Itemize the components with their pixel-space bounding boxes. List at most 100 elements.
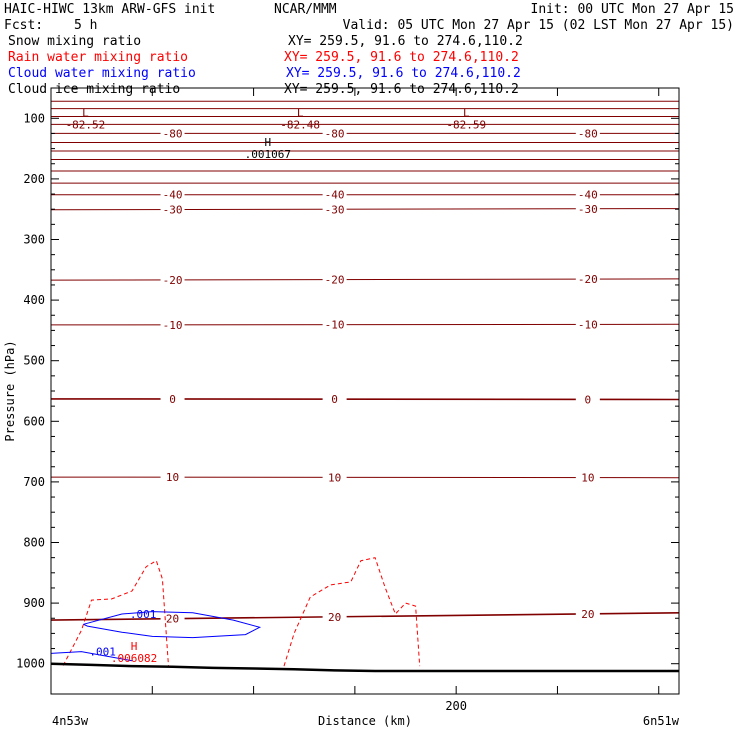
- rain-water-contour: [62, 559, 169, 667]
- isotherm-label-bg: [322, 393, 347, 406]
- isotherm-line: [50, 476, 680, 479]
- isotherm-label: 0: [169, 393, 176, 406]
- isotherm-label: 20: [328, 611, 341, 624]
- terrain-line: [50, 662, 679, 673]
- rain-water-contours: [62, 557, 421, 667]
- isotherm-label: -20: [325, 274, 345, 287]
- isotherm-label: -10: [578, 318, 598, 331]
- terrain-surface: [50, 662, 679, 673]
- isotherm-label: -80: [325, 127, 345, 140]
- extremum-type-label: H: [264, 136, 271, 149]
- x-axis-label: Distance (km): [318, 714, 412, 728]
- isotherm-label: 10: [328, 471, 341, 484]
- isotherm-line: [50, 323, 680, 326]
- extremum-value-label: -82.52: [66, 118, 106, 131]
- extremum-type-label: L: [82, 106, 89, 119]
- y-tick-label: 600: [23, 414, 45, 428]
- field-snow-xy: XY= 259.5, 91.6 to 274.6,110.2: [288, 34, 523, 49]
- temperature-contours: -80 -80 -80-40 -40 -40-30 -30 -30-20 -20 -20-10-…: [50, 100, 680, 626]
- isotherm-label-bg: [575, 393, 600, 406]
- model-institution: NCAR/MMM: [274, 2, 337, 17]
- isotherm-label: -20: [578, 273, 598, 286]
- field-cloudice-name: Cloud ice mixing ratio: [8, 82, 180, 97]
- isotherm-label: -10: [325, 319, 345, 332]
- cloud-water-label: .001: [89, 646, 116, 659]
- extremum-value-label: -82.48: [280, 118, 320, 131]
- extremum-type-label: H: [131, 640, 138, 653]
- plot-frame: [50, 87, 680, 695]
- isotherm-label: -30: [325, 203, 345, 216]
- isotherm-label-bg: [322, 610, 347, 623]
- isotherm-label: -20: [163, 274, 183, 287]
- isotherm-label-bg: [575, 607, 600, 620]
- x-tick-label: 200: [445, 699, 467, 713]
- isotherm-label: -10: [163, 319, 183, 332]
- isotherm-line: [50, 278, 680, 281]
- isotherm-label: 10: [166, 471, 179, 484]
- cloud-water-contour: [83, 611, 262, 639]
- isotherm-label-bg: [160, 188, 185, 201]
- isotherm-label: 20: [166, 613, 179, 626]
- field-cloudwater-xy: XY= 259.5, 91.6 to 274.6,110.2: [286, 66, 521, 81]
- isotherm-line: [50, 612, 680, 621]
- isotherm-label-bg: [575, 202, 600, 215]
- isotherm-line: [50, 398, 680, 401]
- isotherm-label: 0: [585, 393, 592, 406]
- y-tick-label: 1000: [16, 657, 45, 671]
- isotherm-label: 20: [581, 608, 594, 621]
- isotherm-label-bg: [322, 318, 347, 331]
- y-tick-label: 100: [23, 111, 45, 125]
- cloud-water-contours: .001 .001: [50, 608, 262, 662]
- isotherm-label-bg: [322, 203, 347, 216]
- isotherm-label-bg: [160, 471, 185, 484]
- extremum-value-label: -82.59: [446, 118, 486, 131]
- forecast-hour: 5 h: [74, 18, 97, 33]
- isotherm-label: -30: [163, 204, 183, 217]
- field-rain-name: Rain water mixing ratio: [8, 50, 188, 65]
- extremum-type-label: L: [297, 106, 304, 119]
- end-point-label: 6n51w: [643, 714, 680, 728]
- y-axis-label: Pressure (hPa): [3, 340, 17, 441]
- isotherm-label: -40: [163, 189, 183, 202]
- isotherm-label: -30: [578, 203, 598, 216]
- cloud-water-contour: [50, 651, 133, 662]
- init-time: Init: 00 UTC Mon 27 Apr 15: [531, 2, 735, 17]
- isotherm-label-bg: [322, 188, 347, 201]
- isotherm-label-bg: [160, 392, 185, 405]
- cloud-water-label: .001: [130, 608, 157, 621]
- isotherm-label-bg: [160, 203, 185, 216]
- field-cloudice-xy: XY= 259.5, 91.6 to 274.6,110.2: [284, 82, 519, 97]
- isotherm-label-bg: [575, 127, 600, 140]
- isotherm-label-bg: [160, 273, 185, 286]
- isotherm-label-bg: [575, 471, 600, 484]
- field-snow-name: Snow mixing ratio: [8, 34, 141, 49]
- y-tick-label: 400: [23, 293, 45, 307]
- isotherm-label: -80: [578, 127, 598, 140]
- field-rain-xy: XY= 259.5, 91.6 to 274.6,110.2: [284, 50, 519, 65]
- isotherm-label-bg: [322, 471, 347, 484]
- y-tick-label: 900: [23, 596, 45, 610]
- y-tick-label: 200: [23, 172, 45, 186]
- extremum-value-label: .006082: [111, 652, 157, 665]
- isotherm-line: [50, 208, 680, 211]
- isotherm-label-bg: [160, 612, 185, 625]
- y-tick-label: 800: [23, 536, 45, 550]
- isotherm-label-bg: [575, 318, 600, 331]
- field-cloudwater-name: Cloud water mixing ratio: [8, 66, 196, 81]
- isotherm-label-bg: [160, 127, 185, 140]
- isotherm-label-bg: [575, 188, 600, 201]
- y-tick-label: 500: [23, 354, 45, 368]
- rain-water-contour: [283, 557, 421, 667]
- extremum-type-label: L: [463, 106, 470, 119]
- valid-time: Valid: 05 UTC Mon 27 Apr 15 (02 LST Mon …: [343, 18, 734, 33]
- isotherm-label: -40: [325, 189, 345, 202]
- y-tick-label: 300: [23, 233, 45, 247]
- isotherm-label: -40: [578, 189, 598, 202]
- start-point-label: 4n53w: [52, 714, 89, 728]
- isotherm-label-bg: [322, 127, 347, 140]
- isotherm-label-bg: [322, 273, 347, 286]
- forecast-label: Fcst:: [4, 18, 43, 33]
